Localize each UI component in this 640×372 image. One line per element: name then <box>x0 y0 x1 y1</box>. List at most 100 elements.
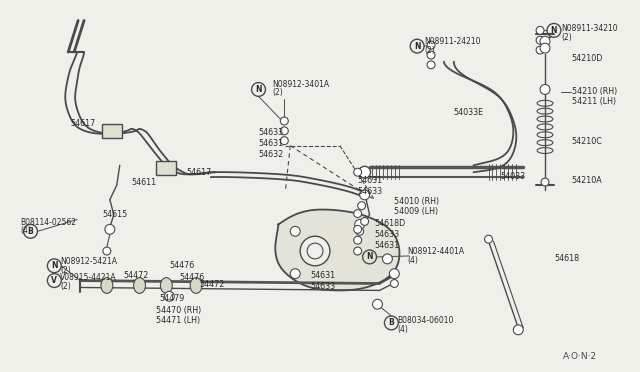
Text: 54631: 54631 <box>310 271 335 280</box>
Circle shape <box>513 325 524 335</box>
Text: 54631: 54631 <box>374 241 399 250</box>
Circle shape <box>541 178 549 186</box>
Text: 54210D: 54210D <box>572 54 603 63</box>
Circle shape <box>536 26 544 34</box>
Text: B: B <box>28 227 33 236</box>
Circle shape <box>355 219 365 230</box>
Text: 54633: 54633 <box>259 128 284 137</box>
Circle shape <box>540 43 550 53</box>
Text: 54010 (RH): 54010 (RH) <box>394 197 440 206</box>
Circle shape <box>383 254 392 264</box>
Text: N08912-3401A: N08912-3401A <box>273 80 330 89</box>
Text: (2): (2) <box>424 46 435 55</box>
Text: 54633: 54633 <box>374 230 399 239</box>
Text: 54210 (RH): 54210 (RH) <box>572 87 617 96</box>
Text: V: V <box>51 276 57 285</box>
Circle shape <box>280 127 288 135</box>
Text: 54479: 54479 <box>159 294 185 303</box>
Text: (2): (2) <box>60 282 71 291</box>
Circle shape <box>484 235 493 243</box>
Circle shape <box>372 299 383 309</box>
Ellipse shape <box>134 278 145 294</box>
Circle shape <box>540 84 550 94</box>
Ellipse shape <box>190 278 202 294</box>
Ellipse shape <box>161 278 172 294</box>
Text: (4): (4) <box>397 325 408 334</box>
Text: 54033E: 54033E <box>454 108 484 117</box>
Circle shape <box>300 236 330 266</box>
Circle shape <box>280 117 288 125</box>
Circle shape <box>354 236 362 244</box>
Ellipse shape <box>101 278 113 294</box>
Circle shape <box>103 247 111 255</box>
Text: (2): (2) <box>60 266 71 275</box>
Text: N: N <box>366 253 373 262</box>
Circle shape <box>389 269 399 279</box>
Text: 54009 (LH): 54009 (LH) <box>394 207 438 216</box>
Text: (4): (4) <box>407 256 418 265</box>
Text: 54210A: 54210A <box>572 176 602 185</box>
Text: 54618: 54618 <box>554 254 579 263</box>
Text: V08915-4421A: V08915-4421A <box>60 273 117 282</box>
Text: N08911-34210: N08911-34210 <box>561 25 618 33</box>
Circle shape <box>354 210 362 218</box>
Text: 54631: 54631 <box>358 176 383 185</box>
Text: 54476: 54476 <box>170 261 195 270</box>
Text: 54471 (LH): 54471 (LH) <box>156 316 200 325</box>
Circle shape <box>280 137 288 145</box>
Text: 54210C: 54210C <box>572 137 603 146</box>
Text: 54617: 54617 <box>186 168 211 177</box>
Circle shape <box>427 41 435 49</box>
Circle shape <box>427 51 435 59</box>
Circle shape <box>358 166 371 178</box>
Circle shape <box>291 227 300 236</box>
Text: 54211 (LH): 54211 (LH) <box>572 97 616 106</box>
Text: 54617: 54617 <box>70 119 95 128</box>
Circle shape <box>536 36 544 44</box>
Circle shape <box>540 36 550 46</box>
Circle shape <box>354 168 362 176</box>
Text: N08912-4401A: N08912-4401A <box>407 247 465 256</box>
Circle shape <box>164 291 174 301</box>
Text: N: N <box>550 26 557 35</box>
FancyBboxPatch shape <box>102 124 122 138</box>
Text: N08911-24210: N08911-24210 <box>424 37 481 46</box>
Circle shape <box>360 190 369 200</box>
Text: 54631: 54631 <box>259 139 284 148</box>
Text: 54633: 54633 <box>310 282 335 291</box>
FancyBboxPatch shape <box>156 161 176 175</box>
Polygon shape <box>275 209 399 291</box>
Circle shape <box>361 218 369 225</box>
Circle shape <box>390 280 398 288</box>
Text: (2): (2) <box>561 33 572 42</box>
Text: 54472: 54472 <box>199 280 225 289</box>
Text: 54033: 54033 <box>500 172 525 181</box>
Text: 54618D: 54618D <box>374 219 406 228</box>
Circle shape <box>358 202 365 210</box>
Text: N: N <box>414 42 420 51</box>
Circle shape <box>307 243 323 259</box>
Text: N08912-5421A: N08912-5421A <box>60 257 117 266</box>
Text: 54476: 54476 <box>179 273 205 282</box>
Text: 54470 (RH): 54470 (RH) <box>156 306 202 315</box>
Text: 54632: 54632 <box>259 150 284 158</box>
Text: B: B <box>388 318 394 327</box>
Circle shape <box>356 227 364 235</box>
Circle shape <box>105 224 115 234</box>
Text: A·O·N·2: A·O·N·2 <box>563 353 597 362</box>
Text: N: N <box>255 85 262 94</box>
Text: 54472: 54472 <box>124 271 149 280</box>
Text: (2): (2) <box>273 89 283 97</box>
Text: 54633: 54633 <box>358 187 383 196</box>
Text: N: N <box>51 261 58 270</box>
Circle shape <box>354 225 362 233</box>
Circle shape <box>536 46 544 54</box>
Text: (4): (4) <box>20 227 31 235</box>
Text: B08114-02562: B08114-02562 <box>20 218 77 227</box>
Text: B08034-06010: B08034-06010 <box>397 316 454 325</box>
Circle shape <box>354 247 362 255</box>
Text: 54611: 54611 <box>132 178 157 187</box>
Circle shape <box>291 269 300 279</box>
Circle shape <box>427 61 435 69</box>
Text: 54615: 54615 <box>102 210 127 219</box>
